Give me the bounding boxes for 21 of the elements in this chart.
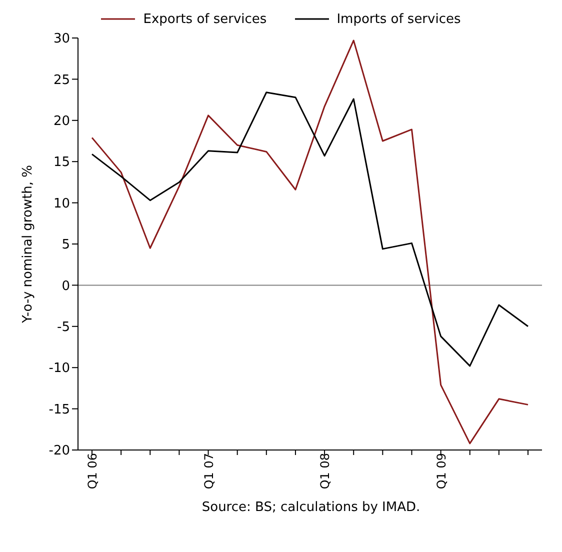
legend-label: Imports of services: [336, 10, 461, 28]
line-series: [91, 40, 529, 444]
y-tick-label: 20: [53, 114, 70, 130]
x-tick-label: Q1 08: [318, 453, 332, 490]
x-tick-label: Q1 07: [202, 453, 216, 490]
y-tick-label: 5: [62, 238, 70, 253]
y-tick-label: 0: [62, 278, 70, 294]
legend-label: Exports of services: [142, 10, 267, 28]
y-tick-label: -20: [48, 444, 70, 459]
y-tick-label: 15: [53, 155, 70, 170]
y-tick-label: -15: [48, 402, 70, 418]
y-tick-label: -10: [48, 361, 70, 376]
y-tick-label: 10: [53, 196, 70, 212]
y-tick-label: -5: [57, 320, 70, 336]
line-series: [91, 92, 529, 367]
x-tick-label: Q1 06: [86, 453, 100, 490]
source-note: Source: BS; calculations by IMAD.: [200, 500, 422, 515]
x-tick-label: Q1 09: [434, 453, 448, 490]
y-axis-title: Y-o-y nominal growth, %: [20, 164, 36, 324]
y-tick-label: 25: [53, 72, 70, 88]
y-tick-label: 30: [53, 32, 70, 47]
